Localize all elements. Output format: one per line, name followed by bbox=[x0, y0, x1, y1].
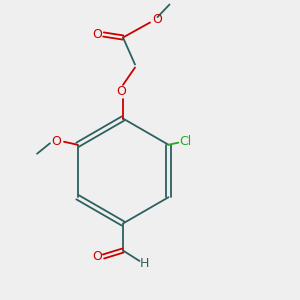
Text: O: O bbox=[92, 28, 102, 41]
Text: Cl: Cl bbox=[180, 135, 192, 148]
Text: H: H bbox=[140, 257, 150, 270]
Text: O: O bbox=[153, 13, 162, 26]
Text: O: O bbox=[92, 250, 102, 263]
Text: O: O bbox=[117, 85, 126, 98]
Text: O: O bbox=[52, 135, 61, 148]
